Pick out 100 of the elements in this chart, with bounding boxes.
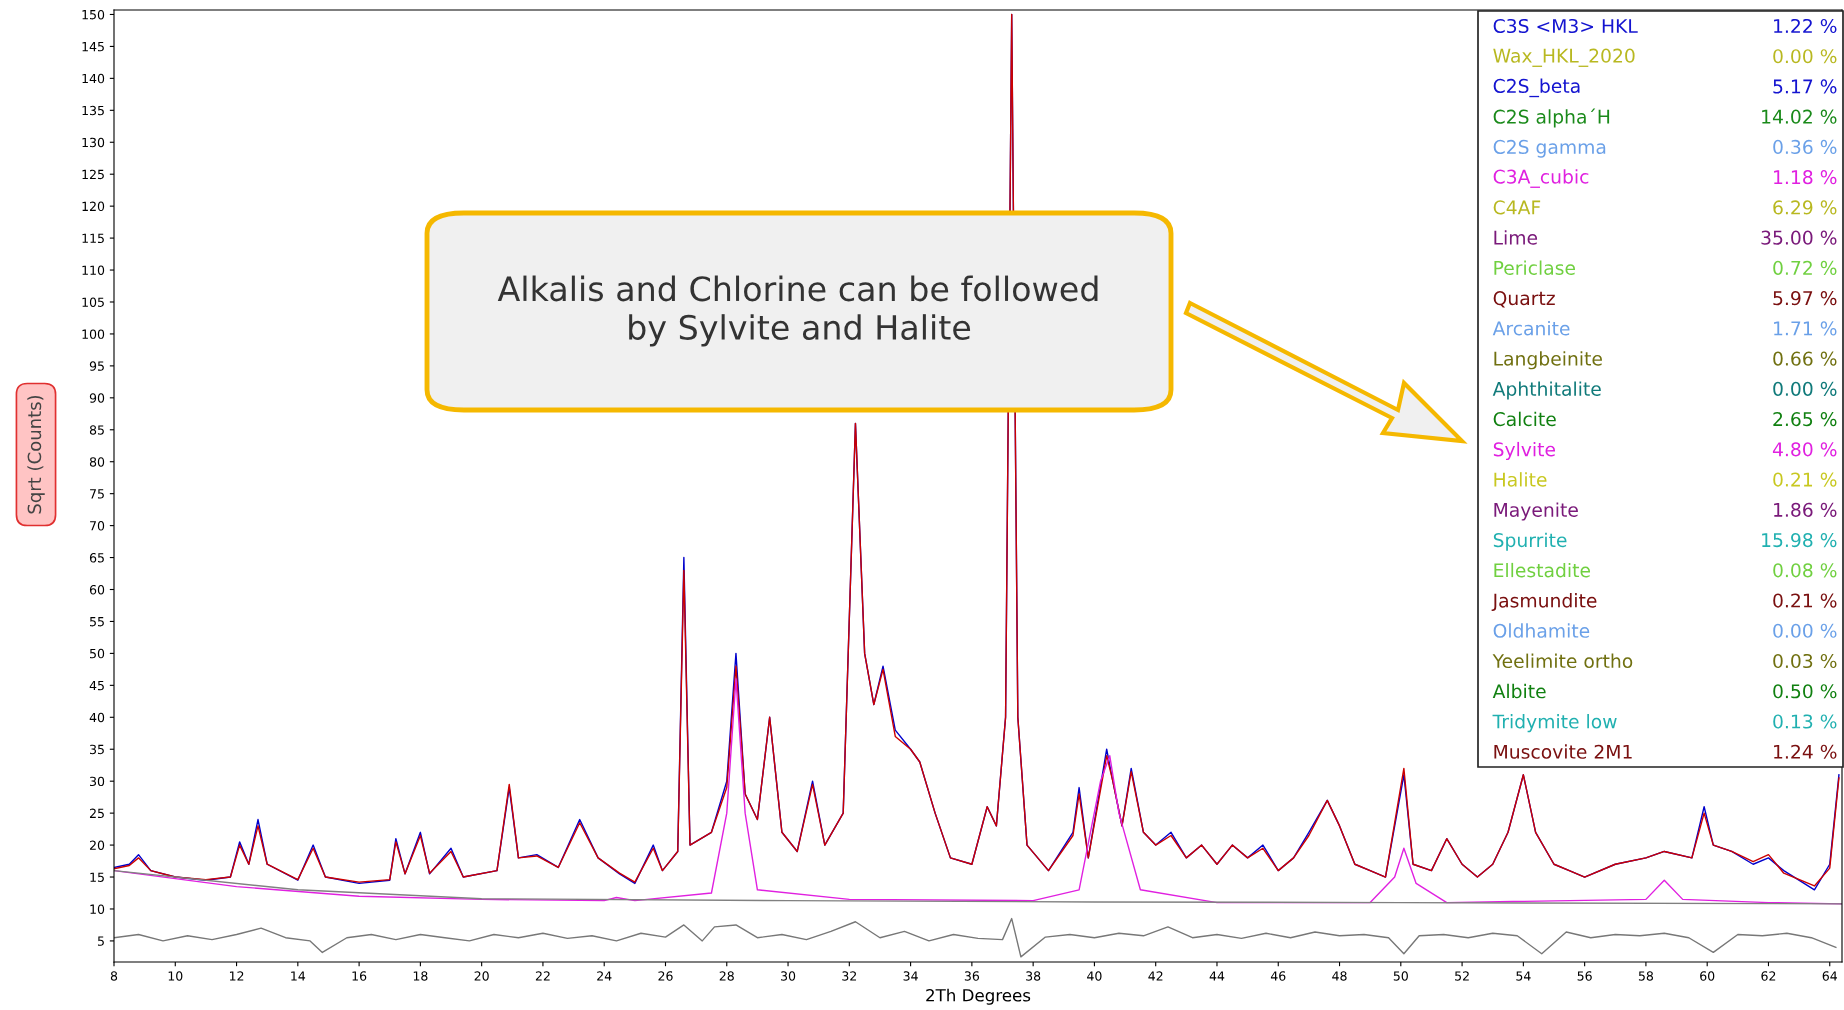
- y-tick-label: 130: [82, 137, 105, 148]
- y-tick-label: 15: [90, 872, 104, 882]
- y-tick-label: 125: [82, 169, 104, 180]
- text: 1.71 %: [1774, 321, 1837, 336]
- text: 0.13 %: [1773, 714, 1837, 729]
- x-tick-label: 20: [474, 971, 489, 981]
- category-label: Mayenite: [1494, 502, 1578, 521]
- category-label: C2S alpha´H: [1493, 108, 1610, 128]
- text: 5.97 %: [1773, 291, 1837, 306]
- category-label: C3A_cubic: [1493, 169, 1589, 188]
- y-tick-label: 105: [82, 297, 104, 307]
- x-tick-label: 38: [1026, 971, 1041, 981]
- category-label: Halite: [1494, 472, 1547, 487]
- text: 2.65 %: [1773, 412, 1837, 427]
- x-tick-label: 42: [1148, 971, 1163, 981]
- y-tick-label: 120: [82, 201, 105, 212]
- y-tick-label: 55: [90, 617, 104, 627]
- x-tick-label: 34: [903, 971, 918, 981]
- y-tick-label: 115: [82, 233, 104, 244]
- x-tick-label: 26: [658, 971, 673, 981]
- category-label: Lime: [1494, 230, 1538, 245]
- y-tick-label: 90: [89, 393, 105, 403]
- y-tick-label: 30: [90, 776, 105, 787]
- text: 0.08 %: [1773, 563, 1837, 578]
- y-tick-label: 140: [82, 73, 105, 84]
- category-label: Spurrite: [1493, 532, 1567, 551]
- text: 1.18 %: [1774, 170, 1837, 185]
- text: 0.21 %: [1773, 593, 1837, 608]
- y-tick-label: 75: [90, 489, 104, 499]
- text: 35.00 %: [1761, 230, 1837, 245]
- category-label: Ellestadite: [1494, 562, 1591, 578]
- x-tick-label: 36: [964, 971, 980, 981]
- y-tick-label: 50: [90, 648, 105, 659]
- y-tick-label: 40: [89, 712, 105, 723]
- y-tick-label: 80: [89, 457, 105, 467]
- y-tick-label: 20: [89, 840, 105, 850]
- text: 0.00 %: [1773, 381, 1837, 396]
- text: 1.24 %: [1774, 744, 1837, 759]
- x-tick-label: 46: [1270, 971, 1286, 981]
- x-tick-label: 60: [1700, 971, 1715, 981]
- text: 0.50 %: [1773, 684, 1837, 699]
- annotation: Alkalis and Chlorine can be followed by Sylvite and Halite: [497, 275, 1098, 347]
- x-tick-label: 22: [535, 971, 550, 981]
- category-label: Aphthitalite: [1492, 381, 1601, 400]
- y-tick-label: 110: [82, 265, 105, 275]
- x-tick-label: 58: [1638, 971, 1654, 981]
- x-tick-label: 48: [1332, 971, 1347, 981]
- category-label: C4AF: [1493, 200, 1541, 215]
- category-label: Muscovite 2M1: [1494, 744, 1632, 759]
- x-tick-label: 24: [597, 971, 612, 981]
- y-tick-label: 95: [89, 361, 104, 371]
- category-label: Quartz: [1493, 291, 1555, 308]
- y-axis-title: Sqrt (Counts): [27, 395, 45, 514]
- x-tick-label: 14: [291, 971, 306, 981]
- x-tick-label: 32: [842, 971, 857, 981]
- text: 1.22 %: [1774, 18, 1837, 34]
- x-axis-title: 2Th Degrees: [926, 988, 1031, 1005]
- x-tick-label: 50: [1393, 971, 1408, 981]
- y-tick-label: 135: [82, 105, 104, 116]
- category-label: Wax_HKL_2020: [1493, 48, 1635, 67]
- text: 6.29 %: [1773, 200, 1837, 215]
- x-tick-label: 18: [413, 971, 428, 981]
- x-tick-label: 40: [1087, 971, 1102, 981]
- x-tick-label: 8: [110, 971, 118, 981]
- x-tick-label: 56: [1577, 971, 1592, 981]
- text: 1.86 %: [1774, 502, 1837, 517]
- y-tick-label: 150: [82, 9, 105, 20]
- text: 0.00 %: [1773, 623, 1837, 638]
- category-label: Tridymite low: [1492, 714, 1617, 733]
- category-label: Langbeinite: [1494, 351, 1602, 370]
- x-tick-label: 54: [1516, 971, 1531, 981]
- text: 14.02 %: [1762, 109, 1837, 124]
- y-tick-label: 25: [89, 808, 104, 819]
- y-tick-label: 45: [89, 680, 104, 691]
- category-label: Arcanite: [1492, 320, 1570, 336]
- x-tick-label: 28: [719, 971, 734, 981]
- category-label: Yeelimite ortho: [1492, 653, 1633, 669]
- text: 0.00 %: [1773, 49, 1837, 64]
- y-tick-label: 145: [82, 42, 104, 52]
- y-tick-label: 85: [89, 425, 104, 435]
- text: 4.80 %: [1772, 442, 1837, 457]
- category-label: Calcite: [1493, 411, 1556, 427]
- text: 5.17 %: [1773, 79, 1837, 94]
- x-tick-label: 30: [781, 971, 796, 981]
- category-label: Periclase: [1494, 260, 1575, 275]
- y-tick-label: 5: [97, 936, 104, 946]
- x-tick-label: 16: [352, 971, 367, 981]
- y-tick-label: 65: [89, 553, 104, 563]
- y-tick-label: 10: [90, 904, 105, 914]
- category-label: C3S <M3> HKL: [1493, 18, 1638, 34]
- text: 0.36 %: [1773, 139, 1837, 155]
- x-tick-label: 52: [1455, 971, 1469, 981]
- category-label: Jasmundite: [1491, 593, 1597, 612]
- x-tick-label: 64: [1822, 971, 1837, 981]
- text: 0.03 %: [1773, 653, 1837, 669]
- x-tick-label: 10: [168, 971, 183, 981]
- x-tick-label: 62: [1761, 971, 1776, 981]
- text: 0.66 %: [1773, 351, 1837, 366]
- text: 0.21 %: [1773, 472, 1837, 487]
- text: 0.72 %: [1773, 260, 1837, 275]
